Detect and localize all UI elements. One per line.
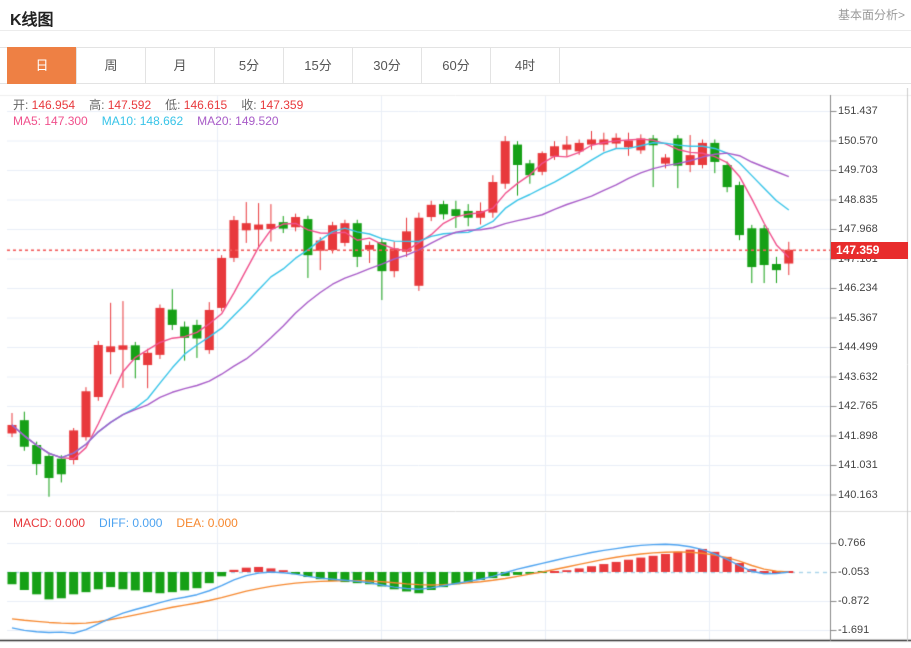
- legend-item: 收: 147.359: [241, 98, 304, 112]
- tab-4hour[interactable]: 4时: [490, 47, 560, 84]
- y-axis-label: 144.499: [838, 341, 878, 353]
- tab-day[interactable]: 日: [7, 47, 77, 84]
- tab-15min[interactable]: 15分: [283, 47, 353, 84]
- y-axis-label: 147.968: [838, 223, 878, 235]
- legend-item: DEA: 0.000: [176, 516, 238, 530]
- tab-5min[interactable]: 5分: [214, 47, 284, 84]
- legend-item: MA5: 147.300: [13, 114, 88, 128]
- y-axis-label: -0.053: [838, 566, 870, 578]
- y-axis-label: -1.691: [838, 624, 870, 636]
- y-axis-label: 146.234: [838, 282, 878, 294]
- tab-month[interactable]: 月: [145, 47, 215, 84]
- page-title: K线图: [10, 12, 54, 29]
- fundamental-analysis-link[interactable]: 基本面分析>: [837, 8, 905, 22]
- legend-item: MA20: 149.520: [197, 114, 279, 128]
- y-axis-label: 143.632: [838, 370, 878, 383]
- ohlc-legend: 开: 146.954 高: 147.592 低: 146.615 收: 147.359: [13, 96, 317, 113]
- legend-item: 低: 146.615: [165, 98, 228, 112]
- current-price-tag: 147.359: [831, 241, 908, 259]
- tab-30min[interactable]: 30分: [352, 47, 422, 84]
- y-axis-label: 150.570: [838, 134, 878, 147]
- macd-legend: MACD: 0.000 DIFF: 0.000 DEA: 0.000: [13, 516, 252, 530]
- header-divider: [0, 30, 911, 31]
- tab-60min[interactable]: 60分: [421, 47, 491, 84]
- period-tabbar: 日周月 5分 15分 30分 60分 4时: [7, 47, 560, 84]
- y-axis-label: 148.835: [838, 193, 878, 206]
- y-axis-label: 151.437: [838, 105, 878, 117]
- y-axis-label: 142.765: [838, 400, 878, 412]
- legend-item: 高: 147.592: [89, 98, 152, 112]
- y-axis-label: 140.163: [838, 488, 878, 501]
- kline-canvas[interactable]: [0, 88, 911, 648]
- chart-area: 开: 146.954 高: 147.592 低: 146.615 收: 147.359…: [0, 88, 911, 648]
- legend-item: 开: 146.954: [13, 98, 76, 112]
- legend-item: MA10: 148.662: [101, 114, 184, 128]
- legend-item: MACD: 0.000: [13, 516, 86, 530]
- y-axis-label: 145.367: [838, 311, 878, 324]
- y-axis-label: -0.872: [838, 595, 870, 607]
- legend-item: DIFF: 0.000: [99, 516, 163, 530]
- tab-week[interactable]: 周: [76, 47, 146, 84]
- y-axis-label: 141.031: [838, 459, 878, 471]
- y-axis-label: 141.898: [838, 429, 878, 442]
- y-axis-label: 149.703: [838, 164, 878, 176]
- y-axis-label: 0.766: [838, 537, 866, 549]
- ma-legend: MA5: 147.300 MA10: 148.662 MA20: 149.520: [13, 114, 293, 128]
